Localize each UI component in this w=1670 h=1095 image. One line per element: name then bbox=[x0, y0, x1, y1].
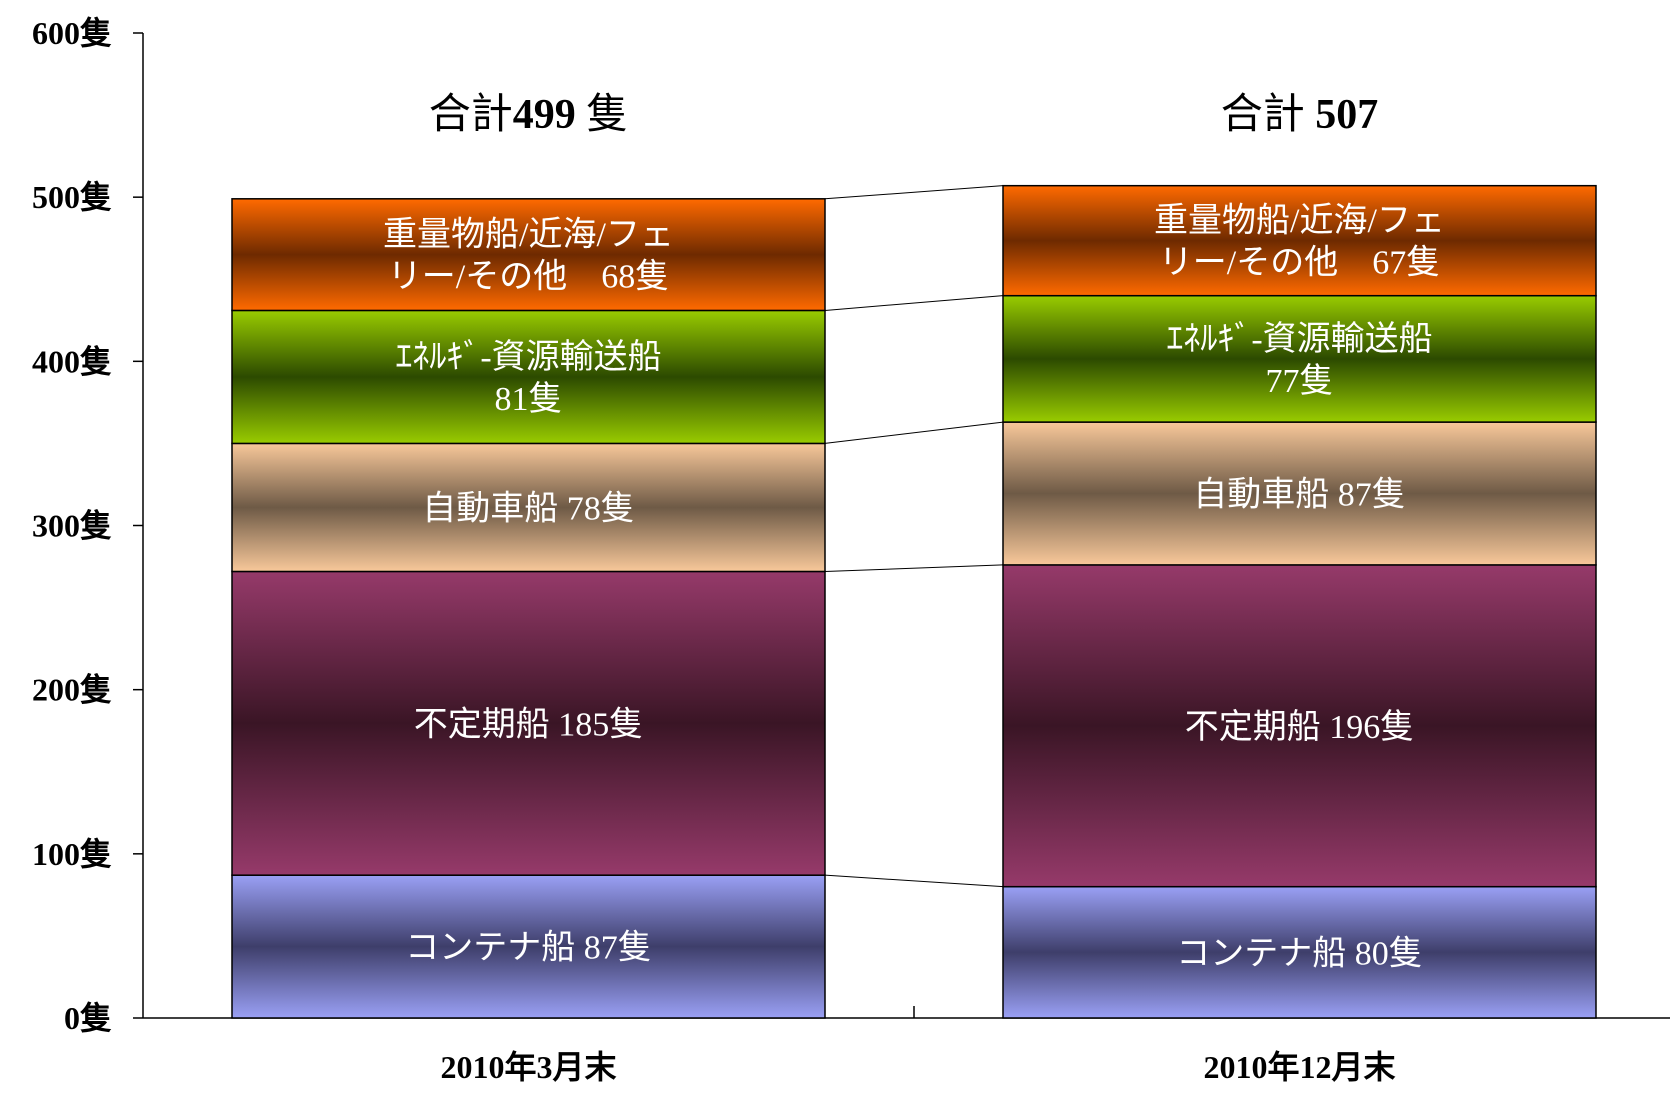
bar-segment-tramp bbox=[1002, 564, 1597, 888]
y-tick-label: 200隻 bbox=[32, 672, 112, 708]
y-tick-label: 300隻 bbox=[32, 508, 112, 544]
x-category-label: 2010年12月末 bbox=[1203, 1049, 1395, 1085]
bar-segment-energy bbox=[231, 309, 826, 445]
bar-segment-energy bbox=[1002, 294, 1597, 423]
bar-segment-container bbox=[1002, 885, 1597, 1019]
bar-segment-label: 自動車船 78隻 bbox=[422, 489, 635, 527]
bar-segment-label: 77隻 bbox=[1266, 362, 1334, 400]
bar-segment-label: コンテナ船 87隻 bbox=[405, 929, 652, 967]
bar-segment-label: リー/その他 67隻 bbox=[1159, 244, 1440, 282]
series-connector-line bbox=[824, 564, 1004, 572]
y-tick-label: 400隻 bbox=[32, 343, 112, 379]
bar-total-label: 合計 507 bbox=[1221, 92, 1379, 138]
bar-segment-tramp bbox=[231, 570, 826, 876]
bar-segment-label: 重量物船/近海/フェ bbox=[383, 216, 674, 254]
series-connector-line bbox=[824, 874, 1004, 888]
bar-segment-label: 不定期船 196隻 bbox=[1185, 708, 1415, 746]
bar-segment-label: 自動車船 87隻 bbox=[1193, 475, 1406, 513]
series-connector-line bbox=[824, 421, 1004, 444]
bar-segment-label: ｴﾈﾙｷﾞ-資源輸送船 bbox=[1166, 320, 1432, 358]
series-connector-line bbox=[824, 295, 1004, 311]
bar-segment-label: コンテナ船 80隻 bbox=[1176, 934, 1423, 972]
bar-segment-car bbox=[1002, 421, 1597, 566]
bar-segment-label: 重量物船/近海/フェ bbox=[1154, 202, 1445, 240]
y-tick-label: 500隻 bbox=[32, 179, 112, 215]
y-tick-label: 600隻 bbox=[32, 15, 112, 51]
y-tick-label: 100隻 bbox=[32, 836, 112, 872]
series-connector-line bbox=[824, 185, 1004, 200]
bar-segment-car bbox=[231, 442, 826, 573]
y-tick-label: 0隻 bbox=[64, 1000, 112, 1036]
bar-segment-label: リー/その他 68隻 bbox=[388, 258, 669, 296]
bar-segment-heavy bbox=[231, 198, 826, 312]
bar-segment-heavy bbox=[1002, 184, 1597, 297]
bar-total-label: 合計499 隻 bbox=[429, 92, 629, 138]
bar-segment-label: 不定期船 185隻 bbox=[414, 705, 644, 743]
bar-segment-label: ｴﾈﾙｷﾞ-資源輸送船 bbox=[395, 338, 661, 376]
bar-segment-label: 81隻 bbox=[495, 380, 563, 418]
x-category-label: 2010年3月末 bbox=[440, 1049, 616, 1085]
